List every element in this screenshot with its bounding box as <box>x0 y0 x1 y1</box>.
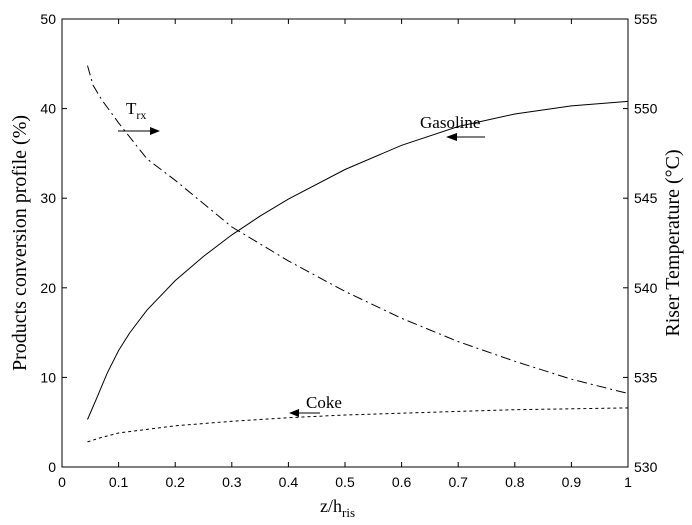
right-axis-title: Riser Temperature (°C) <box>662 149 684 336</box>
left-tick-label: 40 <box>40 101 56 117</box>
left-tick-label: 30 <box>40 190 56 206</box>
x-tick-label: 0.9 <box>562 474 582 490</box>
annotation-gasoline-arrowhead <box>446 133 457 141</box>
x-tick-label: 0.4 <box>279 474 299 490</box>
annotation-coke: Coke <box>289 393 342 417</box>
left-tick-label: 20 <box>40 280 56 296</box>
annotation-gasoline: Gasoline <box>420 113 485 141</box>
left-tick-label: 0 <box>48 459 56 475</box>
annotation-trx-sub: rx <box>136 108 146 122</box>
x-tick-label: 0.5 <box>335 474 355 490</box>
x-axis-title-main: z/h <box>320 496 342 516</box>
annotation-gasoline-label: Gasoline <box>420 113 480 132</box>
left-axis-title: Products conversion profile (%) <box>9 115 31 371</box>
x-tick-label: 0.6 <box>392 474 412 490</box>
x-tick-label: 0.2 <box>165 474 185 490</box>
annotation-trx-arrowhead <box>150 127 160 135</box>
plot-frame <box>61 18 629 468</box>
annotation-trx-main: T <box>126 99 137 118</box>
right-tick-label: 550 <box>634 101 658 117</box>
series-line-coke <box>87 407 629 443</box>
annotation-trx: Trx <box>118 99 160 135</box>
series-line-t <box>87 65 629 394</box>
x-tick-label: 0.7 <box>448 474 468 490</box>
left-axis-ticks: 0 10 20 30 40 50 <box>40 11 67 475</box>
right-tick-label: 540 <box>634 280 658 296</box>
left-tick-label: 50 <box>40 11 56 27</box>
x-axis-title: z/hris <box>320 496 355 520</box>
x-tick-label: 0 <box>58 474 66 490</box>
annotation-coke-arrowhead <box>289 409 299 417</box>
right-tick-label: 530 <box>634 459 658 475</box>
x-tick-label: 1 <box>624 474 632 490</box>
x-axis-title-sub: ris <box>342 505 355 520</box>
x-tick-label: 0.1 <box>109 474 129 490</box>
left-tick-label: 10 <box>40 369 56 385</box>
right-tick-label: 545 <box>634 190 658 206</box>
series-layer <box>87 65 629 443</box>
series-line-gasoline <box>87 100 629 420</box>
annotation-coke-label: Coke <box>306 393 342 412</box>
right-tick-label: 555 <box>634 11 658 27</box>
right-tick-label: 535 <box>634 369 658 385</box>
x-tick-label: 0.8 <box>505 474 525 490</box>
x-axis-ticks: 0 0.1 0.2 0.3 0.4 0.5 0.6 0.7 0.8 0.9 1 <box>58 19 632 490</box>
x-tick-label: 0.3 <box>222 474 242 490</box>
annotation-trx-label: Trx <box>126 99 146 122</box>
right-axis-ticks: 530 535 540 545 550 555 <box>623 11 658 475</box>
